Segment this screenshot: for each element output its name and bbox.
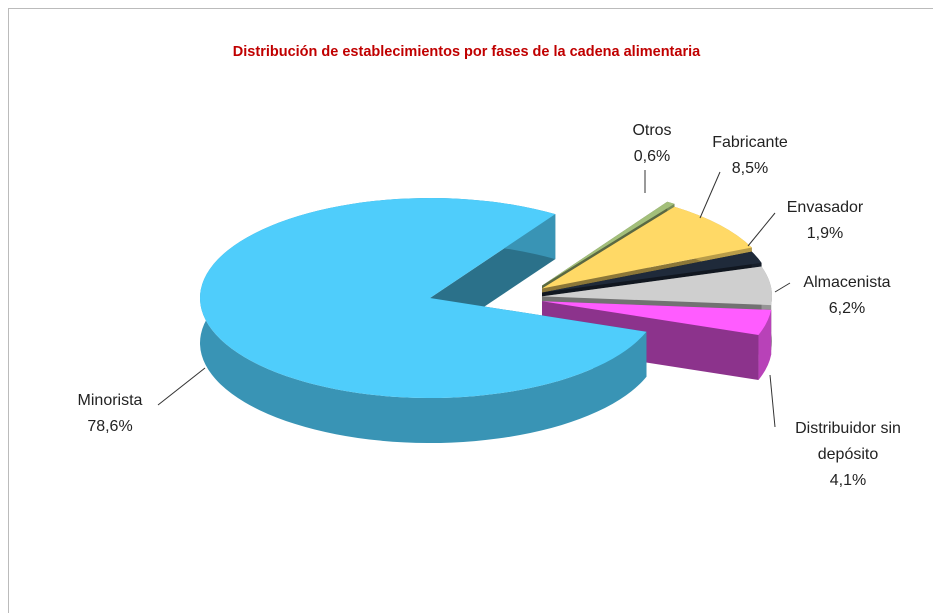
slice-side bbox=[542, 301, 759, 381]
data-label: Envasador 1,9% bbox=[770, 195, 880, 247]
category-label: Otros bbox=[632, 122, 672, 139]
category-label: Fabricante bbox=[712, 134, 788, 151]
data-label: Fabricante 8,5% bbox=[695, 130, 805, 182]
value-label: 8,5% bbox=[731, 160, 769, 177]
slice bbox=[542, 251, 762, 293]
value-label: 4,1% bbox=[829, 472, 867, 489]
slice bbox=[542, 301, 772, 336]
data-label: Minorista 78,6% bbox=[55, 388, 165, 440]
leader-line bbox=[747, 212, 776, 247]
leader-line bbox=[699, 171, 721, 219]
slice-side bbox=[758, 309, 772, 381]
category-label: Minorista bbox=[77, 392, 143, 409]
slice bbox=[542, 206, 752, 289]
leader-line bbox=[157, 367, 206, 406]
leader-line bbox=[769, 374, 776, 428]
data-label: Distribuidor sin depósito 4,1% bbox=[778, 416, 918, 494]
category-label: Almacenista bbox=[803, 274, 891, 291]
data-label: Almacenista 6,2% bbox=[787, 270, 907, 322]
slice bbox=[199, 197, 647, 399]
value-label: 1,9% bbox=[806, 225, 844, 242]
category-label: Distribuidor sin depósito bbox=[795, 420, 901, 463]
category-label: Envasador bbox=[786, 199, 864, 216]
value-label: 0,6% bbox=[633, 148, 671, 165]
data-label: Otros 0,6% bbox=[612, 118, 692, 170]
slice bbox=[542, 201, 675, 286]
value-label: 6,2% bbox=[828, 300, 866, 317]
value-label: 78,6% bbox=[87, 418, 133, 435]
slice bbox=[542, 266, 772, 306]
leader-line bbox=[774, 282, 791, 293]
chart-title: Distribución de establecimientos por fas… bbox=[232, 44, 701, 60]
chart-frame bbox=[8, 8, 933, 613]
